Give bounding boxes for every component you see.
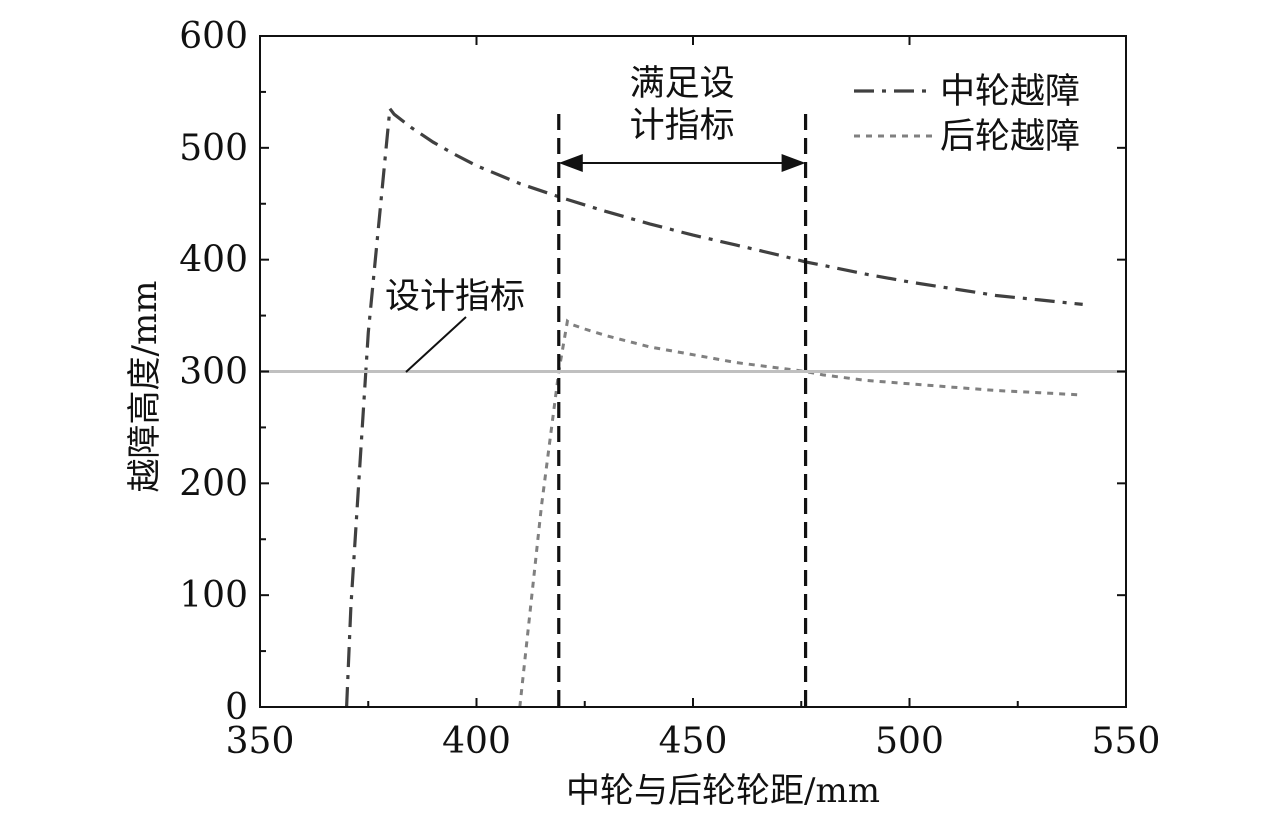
y-tick-label-200: 200 bbox=[179, 463, 248, 504]
plot-area bbox=[260, 104, 1126, 708]
legend-label-1: 后轮越障 bbox=[940, 117, 1080, 157]
y-axis-title: 越障高度/mm bbox=[125, 281, 165, 493]
range-label-line-1: 满足设 bbox=[630, 64, 735, 104]
legend-label-0: 中轮越障 bbox=[940, 72, 1080, 112]
x-axis-title: 中轮与后轮轮距/mm bbox=[566, 771, 880, 811]
range-label-line-2: 计指标 bbox=[630, 106, 735, 146]
series-line-0 bbox=[345, 104, 1083, 708]
x-tick-label-450: 450 bbox=[659, 721, 728, 762]
design-line-label: 设计指标 bbox=[385, 277, 525, 317]
design-line-leader bbox=[405, 316, 467, 373]
y-tick-label-100: 100 bbox=[179, 575, 248, 616]
x-tick-label-500: 500 bbox=[875, 721, 944, 762]
y-tick-label-400: 400 bbox=[179, 240, 248, 281]
x-tick-label-550: 550 bbox=[1092, 721, 1161, 762]
series-line-1 bbox=[518, 318, 1083, 708]
axes: 350 400 450 500 550 0 100 200 300 400 500 600 中轮与后轮轮… bbox=[125, 16, 1160, 811]
y-tick-label-300: 300 bbox=[179, 352, 248, 393]
x-tick-label-350: 350 bbox=[226, 721, 295, 762]
y-tick-label-600: 600 bbox=[179, 16, 248, 57]
x-tick-label-400: 400 bbox=[442, 721, 511, 762]
y-tick-label-500: 500 bbox=[179, 128, 248, 169]
range-arrow-right-head bbox=[781, 154, 806, 172]
range-arrow-left-head bbox=[558, 154, 583, 172]
y-tick-label-0: 0 bbox=[225, 687, 248, 728]
